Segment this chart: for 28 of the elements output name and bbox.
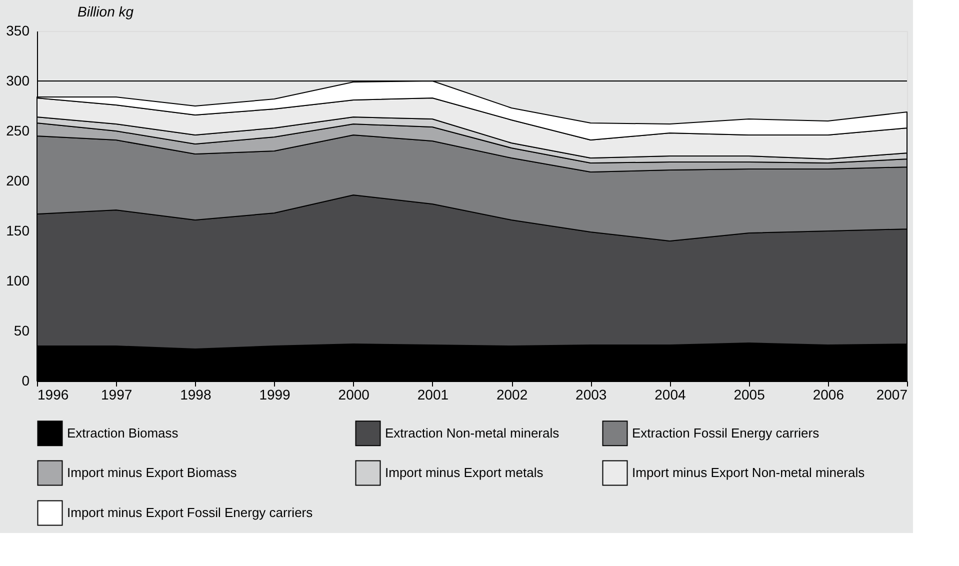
x-tick-label: 2004	[654, 386, 686, 402]
y-tick-label: 100	[6, 272, 30, 288]
x-tick-label: 2003	[576, 386, 607, 402]
y-tick-label: 350	[6, 22, 30, 38]
x-tick-label: 2006	[812, 386, 844, 402]
y-tick-label: 0	[22, 372, 30, 388]
y-axis-title: Billion kg	[78, 4, 134, 20]
y-tick-label: 50	[14, 322, 30, 338]
y-tick-label: 200	[6, 172, 30, 188]
x-tick-label: 1997	[101, 386, 132, 402]
x-tick-label: 2000	[338, 386, 370, 402]
legend-label: Extraction Fossil Energy carriers	[632, 425, 820, 440]
x-tick-label: 2002	[496, 386, 528, 402]
x-tick-label: 1996	[38, 386, 69, 402]
x-tick-label: 1999	[259, 386, 291, 402]
legend-label: Import minus Export Fossil Energy carriers	[67, 505, 314, 520]
legend-label: Import minus Export Non-metal minerals	[632, 465, 866, 480]
y-tick-label: 150	[6, 222, 30, 238]
legend-label: Extraction Non-metal minerals	[385, 425, 560, 440]
x-tick-label: 2001	[417, 386, 449, 402]
y-tick-label: 300	[6, 72, 30, 88]
legend-label: Extraction Biomass	[67, 425, 179, 440]
x-tick-label: 2005	[734, 386, 766, 402]
legend-label: Import minus Export metals	[385, 465, 544, 480]
legend-label: Import minus Export Biomass	[67, 465, 238, 480]
x-tick-label: 2007	[876, 386, 908, 402]
x-tick-label: 1998	[180, 386, 212, 402]
y-tick-label: 250	[6, 122, 30, 138]
